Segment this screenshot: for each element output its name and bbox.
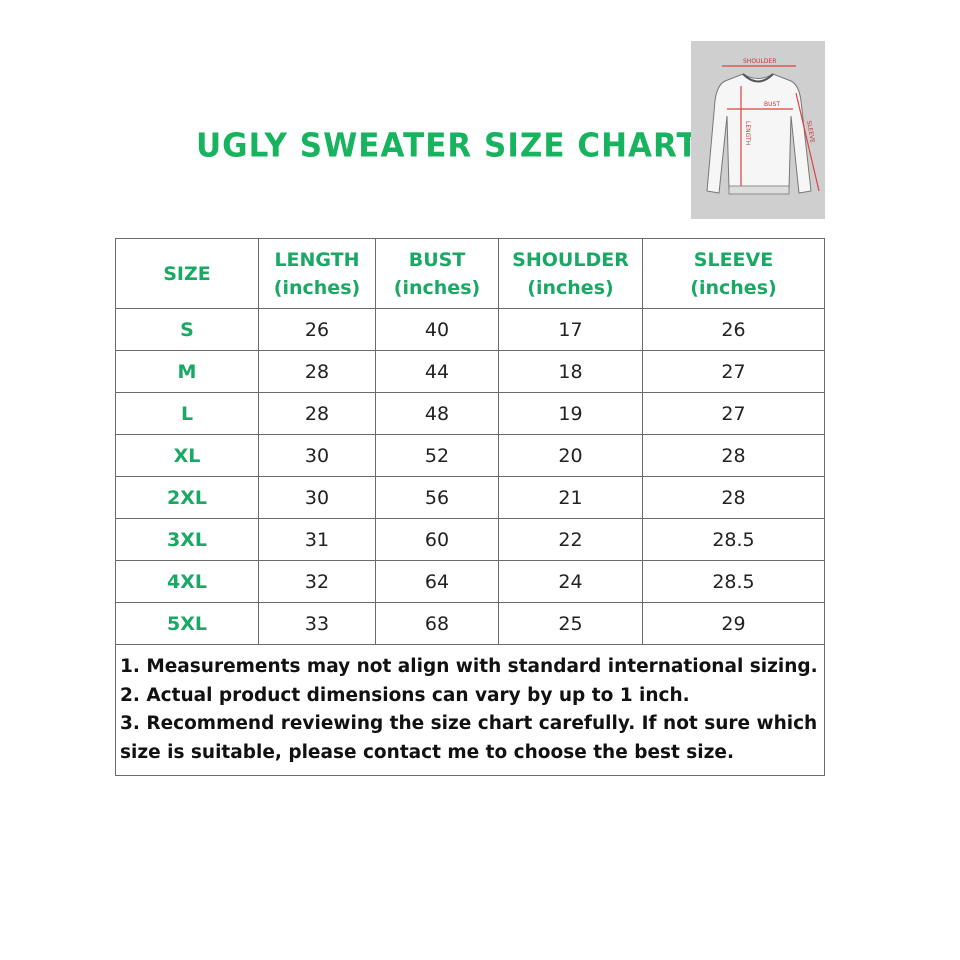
- note: 2. Actual product dimensions can vary by…: [120, 684, 690, 706]
- column-header: SHOULDER (inches): [498, 238, 643, 309]
- size-cell: XL: [115, 434, 259, 477]
- measurement-cell: 28: [258, 392, 376, 435]
- measurement-cell: 18: [498, 350, 643, 393]
- size-chart-table: SIZE LENGTH (inches) BUST (inches) SHOULDER (i…: [115, 238, 825, 776]
- size-cell: S: [115, 308, 259, 351]
- measurement-cell: 30: [258, 434, 376, 477]
- measurement-cell: 28.5: [642, 560, 825, 603]
- size-cell: M: [115, 350, 259, 393]
- column-header: SLEEVE (inches): [642, 238, 825, 309]
- measurement-cell: 52: [375, 434, 499, 477]
- table-row: L 28 48 19 27: [115, 392, 825, 435]
- column-header: BUST (inches): [375, 238, 499, 309]
- bust-label: BUST: [764, 101, 780, 108]
- table-row: XL 30 52 20 28: [115, 434, 825, 477]
- sweater-measurement-diagram: SHOULDER BUST LENGTH SLEEVE: [691, 41, 825, 219]
- length-label: LENGTH: [744, 121, 751, 145]
- measurement-cell: 31: [258, 518, 376, 561]
- shoulder-label: SHOULDER: [743, 58, 776, 65]
- measurement-cell: 21: [498, 476, 643, 519]
- table-header-row: SIZE LENGTH (inches) BUST (inches) SHOULDER (i…: [115, 238, 825, 309]
- column-header-name: SLEEVE: [693, 248, 774, 271]
- measurement-cell: 28: [642, 476, 825, 519]
- measurement-cell: 68: [375, 602, 499, 645]
- measurement-cell: 64: [375, 560, 499, 603]
- measurement-cell: 28: [642, 434, 825, 477]
- table-row: 2XL 30 56 21 28: [115, 476, 825, 519]
- column-header-unit: (inches): [273, 276, 361, 299]
- table-row: M 28 44 18 27: [115, 350, 825, 393]
- measurement-cell: 56: [375, 476, 499, 519]
- measurement-cell: 48: [375, 392, 499, 435]
- measurement-cell: 25: [498, 602, 643, 645]
- measurement-cell: 22: [498, 518, 643, 561]
- table-row: 3XL 31 60 22 28.5: [115, 518, 825, 561]
- measurement-cell: 32: [258, 560, 376, 603]
- column-header-name: SHOULDER: [512, 248, 629, 271]
- column-header-name: BUST: [408, 248, 466, 271]
- size-cell: 5XL: [115, 602, 259, 645]
- measurement-cell: 60: [375, 518, 499, 561]
- note: 3. Recommend reviewing the size chart ca…: [120, 713, 818, 763]
- measurement-cell: 17: [498, 308, 643, 351]
- column-header-unit: (inches): [393, 276, 481, 299]
- measurement-cell: 30: [258, 476, 376, 519]
- measurement-cell: 44: [375, 350, 499, 393]
- table-row: 4XL 32 64 24 28.5: [115, 560, 825, 603]
- measurement-cell: 28: [258, 350, 376, 393]
- column-header: LENGTH (inches): [258, 238, 376, 309]
- column-header-unit: (inches): [690, 276, 777, 299]
- measurement-cell: 27: [642, 392, 825, 435]
- column-header-name: SIZE: [163, 262, 211, 285]
- measurement-cell: 19: [498, 392, 643, 435]
- column-header-name: LENGTH: [274, 248, 360, 271]
- size-cell: 4XL: [115, 560, 259, 603]
- column-header: SIZE: [115, 238, 259, 309]
- page-title: UGLY SWEATER SIZE CHART: [196, 127, 699, 165]
- measurement-cell: 26: [258, 308, 376, 351]
- table-row: S 26 40 17 26: [115, 308, 825, 351]
- measurement-cell: 24: [498, 560, 643, 603]
- measurement-cell: 27: [642, 350, 825, 393]
- measurement-cell: 28.5: [642, 518, 825, 561]
- size-cell: 3XL: [115, 518, 259, 561]
- size-cell: 2XL: [115, 476, 259, 519]
- measurement-cell: 29: [642, 602, 825, 645]
- measurement-cell: 26: [642, 308, 825, 351]
- measurement-cell: 40: [375, 308, 499, 351]
- sleeve-label: SLEEVE: [805, 120, 816, 144]
- measurement-cell: 33: [258, 602, 376, 645]
- note: 1. Measurements may not align with stand…: [120, 656, 818, 677]
- size-cell: L: [115, 392, 259, 435]
- table-row: 5XL 33 68 25 29: [115, 602, 825, 645]
- column-header-unit: (inches): [527, 276, 614, 299]
- notes-cell: 1. Measurements may not align with stand…: [115, 644, 825, 776]
- measurement-cell: 20: [498, 434, 643, 477]
